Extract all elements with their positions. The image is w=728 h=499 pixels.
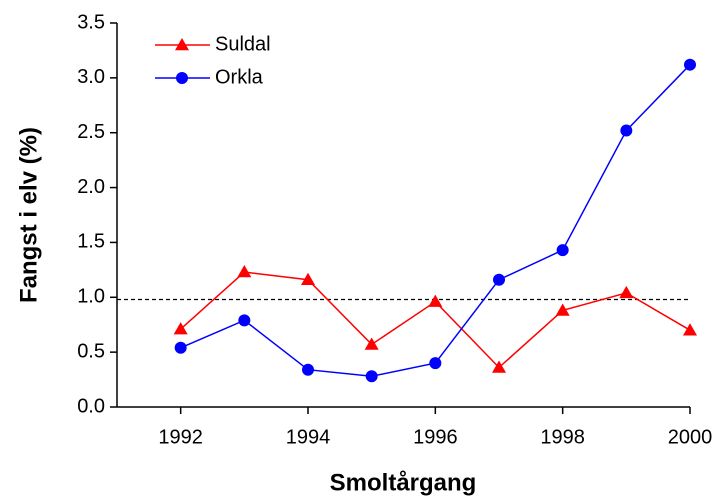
legend-marker <box>176 72 188 84</box>
data-point <box>364 337 379 350</box>
y-tick-label: 1.0 <box>77 286 105 308</box>
data-point <box>301 272 315 285</box>
x-tick-label: 1992 <box>158 426 203 448</box>
data-point <box>492 360 506 373</box>
data-point <box>683 323 697 336</box>
data-point <box>173 322 188 335</box>
legend-marker <box>175 38 189 51</box>
data-point <box>619 285 634 299</box>
data-point <box>174 341 187 354</box>
y-tick-label: 3.5 <box>77 11 105 33</box>
data-point <box>237 265 252 278</box>
x-axis-title: Smoltårgang <box>330 469 477 496</box>
data-point <box>684 58 696 71</box>
y-tick-label: 0.5 <box>77 340 105 362</box>
data-point <box>429 357 442 370</box>
y-tick-label: 3.0 <box>77 66 105 88</box>
y-axis-title: Fangst i elv (%) <box>15 127 42 303</box>
data-point <box>428 294 443 307</box>
x-tick-label: 1994 <box>286 426 331 448</box>
x-tick-label: 1998 <box>540 426 585 448</box>
y-tick-label: 1.5 <box>77 231 105 253</box>
data-point <box>555 303 570 316</box>
series-line <box>180 64 691 378</box>
y-tick-label: 2.0 <box>77 176 105 198</box>
data-point <box>365 370 378 383</box>
data-point <box>620 124 633 137</box>
data-point <box>302 363 314 376</box>
data-point <box>556 244 569 257</box>
legend-label: Suldal <box>215 33 271 55</box>
data-point <box>238 314 251 327</box>
x-tick-label: 2000 <box>668 426 713 448</box>
legend-label: Orkla <box>215 66 264 88</box>
y-tick-label: 0.0 <box>77 395 105 417</box>
x-tick-label: 1996 <box>413 426 458 448</box>
y-tick-label: 2.5 <box>77 121 105 143</box>
data-point <box>493 273 505 286</box>
series-line <box>180 271 691 369</box>
